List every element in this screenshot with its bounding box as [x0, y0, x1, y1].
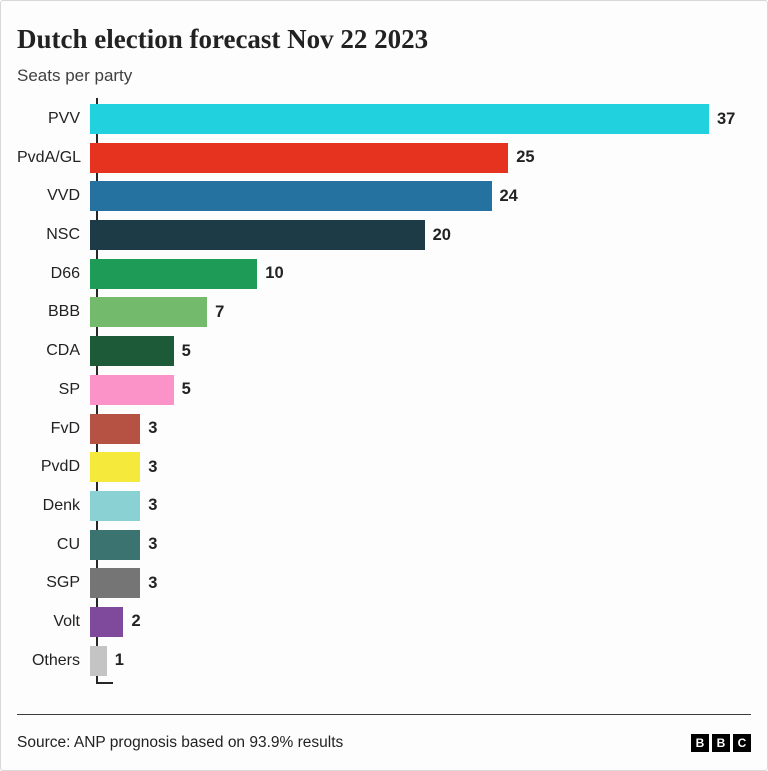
bar-value-label: 5: [181, 380, 191, 399]
bar: [90, 490, 141, 521]
bar: [90, 606, 124, 637]
bar-row: SGP 3: [17, 564, 751, 603]
bar-rows: PVV 37 PvdA/GL 25 VVD 24 NSC 20 D66 10 BBB 7 CDA 5 SP 5…: [17, 100, 751, 680]
bar-track: 7: [9, 297, 751, 328]
bar-track: 3: [9, 568, 751, 599]
bar: [90, 142, 509, 173]
bar-value-label: 1: [114, 651, 124, 670]
bar-track: 3: [9, 490, 751, 521]
bar: [90, 374, 174, 405]
bar-row: PvdA/GL 25: [17, 138, 751, 177]
party-label: PvdA/GL: [17, 148, 82, 166]
bar-row: SP 5: [17, 371, 751, 410]
bar-track: 24: [9, 181, 751, 212]
bar-value-label: 10: [265, 264, 284, 283]
chart-title: Dutch election forecast Nov 22 2023: [17, 24, 429, 54]
bar: [90, 104, 709, 135]
bar: [90, 258, 258, 289]
bar: [90, 413, 141, 444]
source-text: Source: ANP prognosis based on 93.9% res…: [17, 733, 344, 751]
party-label: Denk: [42, 496, 80, 514]
bar-value-label: 25: [516, 148, 535, 167]
bar-row: Volt 2: [17, 603, 751, 642]
bar-value-label: 3: [148, 496, 158, 515]
bar-track: 1: [9, 645, 751, 676]
bar: [90, 297, 208, 328]
bar: [90, 220, 425, 251]
bar-value-label: 7: [215, 302, 225, 321]
bar-value-label: 20: [432, 225, 451, 244]
bar-track: 3: [9, 413, 751, 444]
party-label: NSC: [46, 226, 80, 244]
bar-track: 2: [9, 606, 751, 637]
bar-value-label: 3: [148, 535, 158, 554]
party-label: Others: [31, 651, 80, 669]
bbc-logo-letter: B: [691, 733, 709, 752]
bar-row: Others 1: [17, 641, 751, 680]
bar-track: 37: [9, 104, 751, 135]
bar-track: 20: [9, 220, 751, 251]
bar-track: 5: [9, 336, 751, 367]
bar: [90, 568, 141, 599]
party-label: FvD: [50, 419, 80, 437]
bar-row: BBB 7: [17, 293, 751, 332]
bar-value-label: 2: [131, 612, 141, 631]
bar: [90, 181, 492, 212]
party-label: SGP: [46, 574, 80, 592]
bar-value-label: 3: [148, 573, 158, 592]
party-label: PvdD: [40, 458, 80, 476]
party-label: CDA: [46, 342, 80, 360]
bar-value-label: 3: [148, 457, 158, 476]
bar-value-label: 5: [181, 341, 191, 360]
chart-header: Dutch election forecast Nov 22 2023 Seat…: [1, 1, 767, 86]
bar-track: 3: [9, 529, 751, 560]
bar-value-label: 37: [717, 109, 736, 128]
chart-subtitle: Seats per party: [17, 65, 133, 85]
bar-track: 25: [9, 142, 751, 173]
bar: [90, 529, 141, 560]
party-label: D66: [50, 264, 80, 282]
chart-footer: Source: ANP prognosis based on 93.9% res…: [17, 714, 751, 770]
party-label: BBB: [47, 303, 80, 321]
bbc-logo-letter: C: [733, 733, 751, 752]
party-label: SP: [58, 380, 80, 398]
party-label: VVD: [47, 187, 80, 205]
bar-row: D66 10: [17, 254, 751, 293]
bar-track: 5: [9, 374, 751, 405]
bar-row: CDA 5: [17, 332, 751, 371]
bar-row: PVV 37: [17, 100, 751, 139]
party-label: CU: [56, 535, 80, 553]
bar-row: VVD 24: [17, 177, 751, 216]
bar-chart: PVV 37 PvdA/GL 25 VVD 24 NSC 20 D66 10 BBB 7 CDA 5 SP 5…: [17, 97, 751, 690]
party-label: Volt: [53, 612, 80, 630]
bar: [90, 645, 107, 676]
party-label: PVV: [47, 110, 80, 128]
bbc-logo-letter: B: [712, 733, 730, 752]
bar-track: 3: [9, 452, 751, 483]
bar-value-label: 3: [148, 419, 158, 438]
bar-value-label: 24: [499, 186, 518, 205]
bar-row: Denk 3: [17, 487, 751, 526]
bar-track: 10: [9, 258, 751, 289]
bar: [90, 452, 141, 483]
bar-row: NSC 20: [17, 216, 751, 255]
bar: [90, 336, 174, 367]
x-axis-zero-tick: [96, 681, 113, 684]
bar-row: FvD 3: [17, 409, 751, 448]
bar-row: CU 3: [17, 525, 751, 564]
bar-row: PvdD 3: [17, 448, 751, 487]
